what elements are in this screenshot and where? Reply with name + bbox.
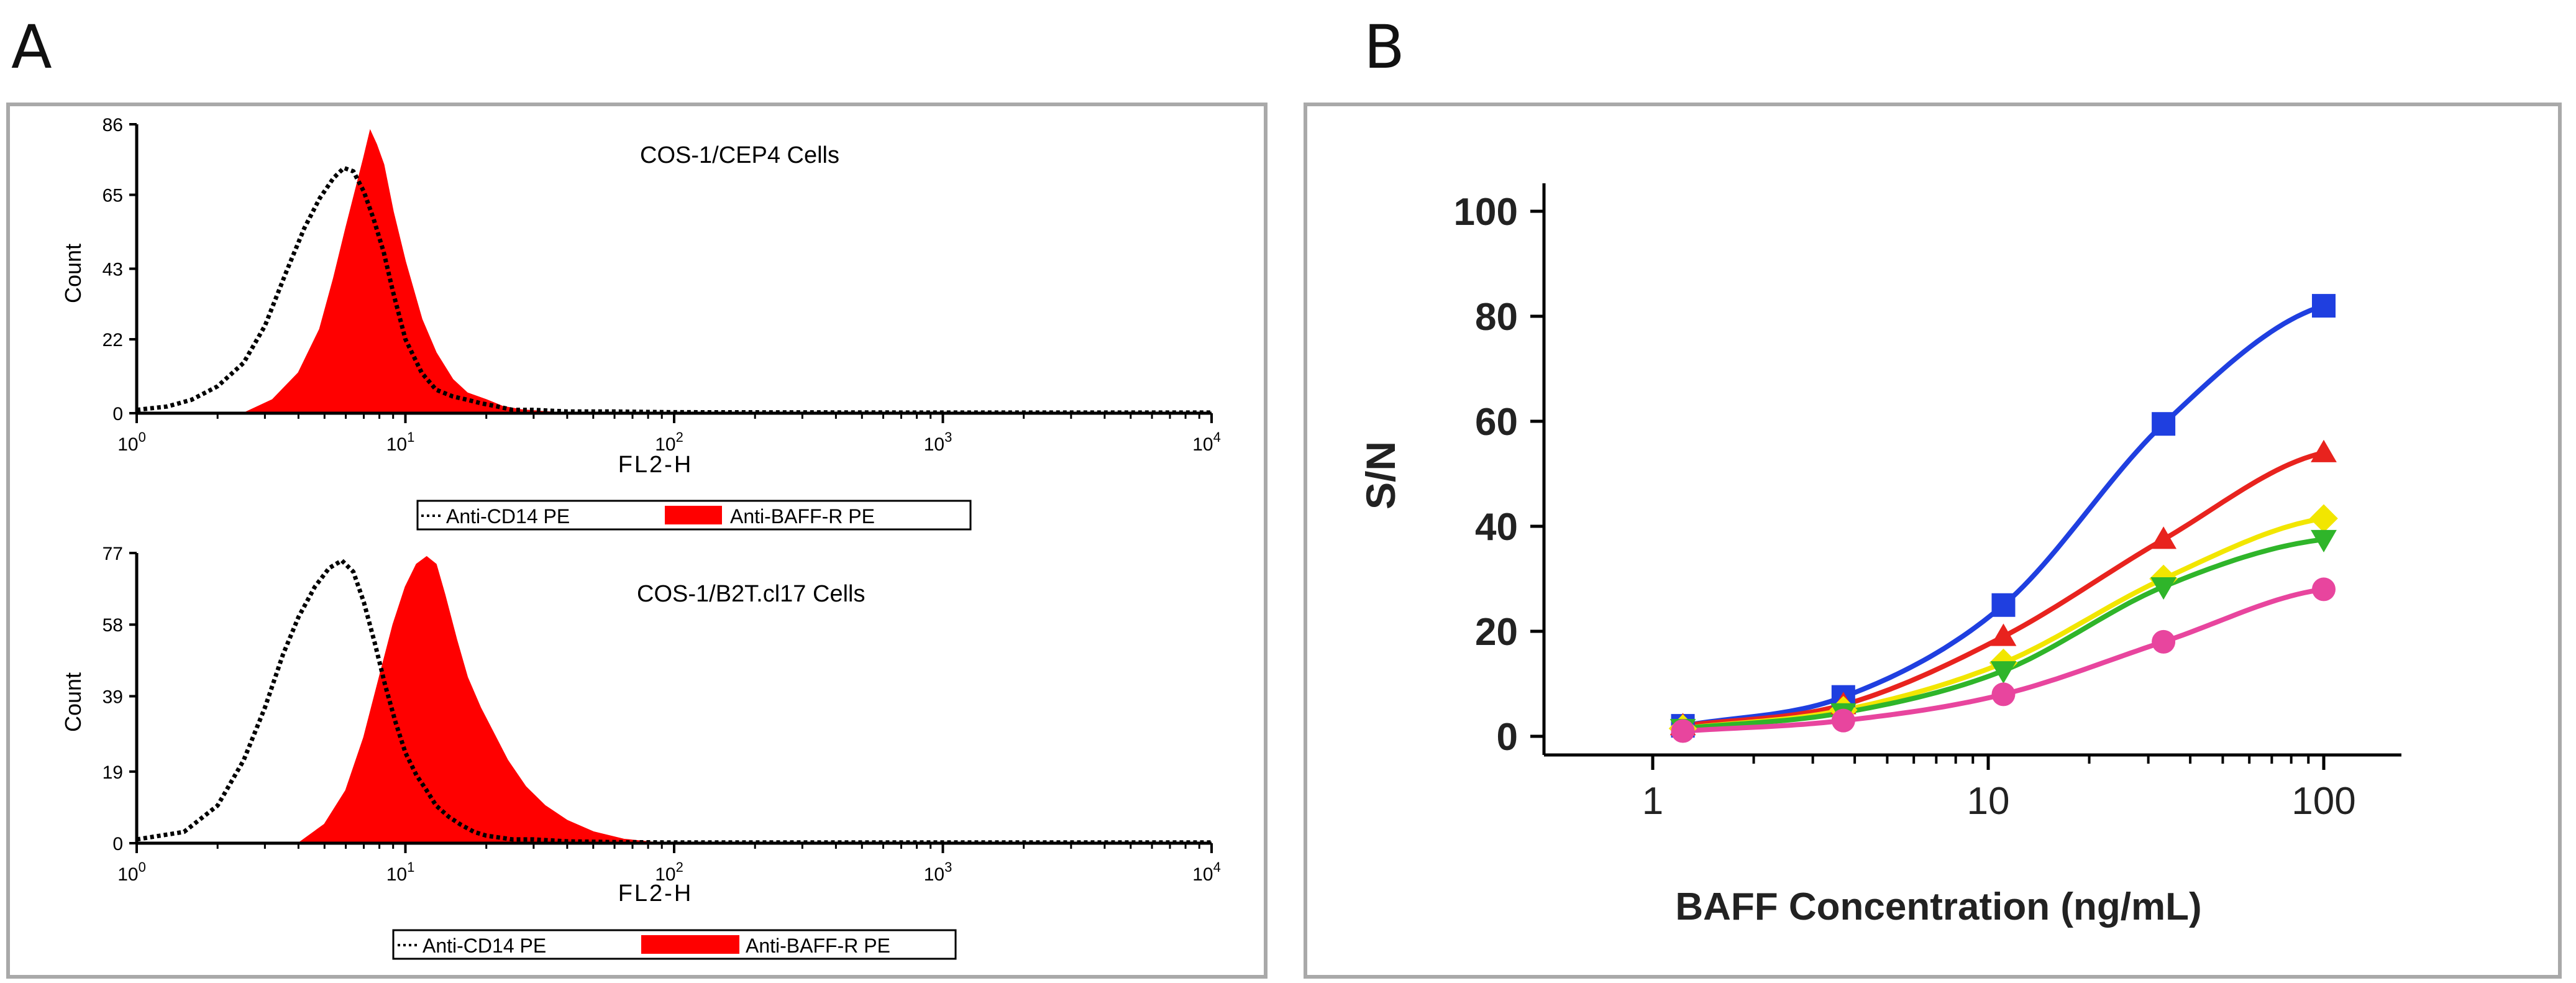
- histogram-top-xtick-label: 101: [386, 429, 415, 455]
- sn-marker-green: [2311, 529, 2337, 553]
- histogram-top-legend-baff: Anti-BAFF-R PE: [730, 505, 875, 528]
- histogram-top-xtick-label: 100: [117, 429, 146, 455]
- sn-chart-ytick-label: 0: [1497, 716, 1518, 759]
- sn-chart-ytick-label: 80: [1475, 296, 1518, 339]
- sn-chart-ylabel: S/N: [1358, 441, 1404, 510]
- histogram-bottom-title: COS-1/B2T.cl17 Cells: [637, 581, 865, 607]
- sn-marker-red: [1990, 623, 2017, 646]
- histogram-top-legend-cd14: Anti-CD14 PE: [446, 505, 570, 528]
- histogram-bottom-series: [136, 556, 1212, 845]
- sn-marker-red: [2150, 526, 2177, 549]
- panel-letter-a: A: [11, 12, 52, 82]
- panel-letter-b: B: [1364, 12, 1405, 82]
- panel-a-frame: [6, 103, 1267, 979]
- sn-chart-xtick-label: 1: [1642, 780, 1663, 823]
- histogram-bottom-cd14-outline: [136, 558, 1212, 845]
- sn-chart-xtick-label: 10: [1967, 780, 2010, 823]
- histogram-bottom-ytick-label: 58: [103, 615, 123, 636]
- sn-marker-magenta: [2312, 577, 2336, 601]
- histogram-bottom-ytick-label: 77: [103, 544, 123, 564]
- sn-marker-magenta: [1671, 719, 1695, 743]
- histogram-bottom-xtick-label: 103: [924, 859, 952, 885]
- sn-marker-red: [2311, 439, 2337, 462]
- sn-chart-markers: [1668, 294, 2338, 743]
- histogram-bottom-xtick-label: 100: [117, 859, 146, 885]
- sn-chart-xlabel: BAFF Concentration (ng/mL): [1675, 885, 2201, 928]
- histogram-top-ylabel: Count: [60, 244, 86, 303]
- sn-chart-ytick-label: 60: [1475, 401, 1518, 444]
- histogram-top-series: [136, 129, 1212, 415]
- histogram-bottom-ytick-label: 19: [103, 762, 123, 783]
- histogram-top-ytick-label: 0: [112, 404, 123, 424]
- histogram-top: 0 22 43 65 86 100 101 102 103 104 COS-1/CEP4 Cel…: [60, 115, 1221, 531]
- histogram-bottom-baff-r-fill: [296, 556, 662, 844]
- histogram-top-xtick-label: 103: [924, 429, 952, 455]
- histogram-bottom-ytick-label: 39: [103, 687, 123, 707]
- histogram-top-baff-r-fill: [243, 129, 567, 414]
- panel-b-frame: [1304, 103, 2562, 979]
- sn-marker-yellow: [2309, 504, 2338, 533]
- histogram-top-ytick-label: 65: [103, 186, 123, 206]
- histogram-top-ytick-label: 86: [103, 115, 123, 135]
- histogram-bottom-y-ticks: 0 19 39 58 77: [103, 544, 137, 854]
- sn-marker-blue: [1991, 593, 2016, 617]
- sn-chart-ytick-label: 40: [1475, 506, 1518, 549]
- histogram-bottom-legend-baff: Anti-BAFF-R PE: [746, 935, 890, 957]
- histogram-bottom-ylabel: Count: [60, 672, 86, 732]
- sn-chart-y-ticks: 0 20 40 60 80 100: [1454, 191, 1544, 759]
- histogram-bottom-xtick-label: 104: [1192, 859, 1221, 885]
- histogram-bottom-legend-cd14: Anti-CD14 PE: [422, 935, 546, 957]
- sn-marker-blue: [2312, 294, 2336, 318]
- sn-chart-ytick-label: 20: [1475, 611, 1518, 654]
- histogram-top-title: COS-1/CEP4 Cells: [640, 142, 839, 168]
- sn-marker-magenta: [1991, 682, 2016, 706]
- histogram-bottom-xtick-label: 101: [386, 859, 415, 885]
- sn-marker-green: [2150, 577, 2177, 600]
- sn-marker-blue: [2152, 412, 2176, 436]
- histogram-top-y-ticks: 0 22 43 65 86: [103, 115, 137, 424]
- histogram-top-xlabel: FL2-H: [618, 452, 693, 478]
- sn-marker-green: [1990, 661, 2017, 684]
- sn-chart-xtick-label: 100: [2291, 780, 2355, 823]
- histogram-top-cd14-outline: [136, 165, 1212, 415]
- histogram-top-x-ticks: 100 101 102 103 104: [117, 413, 1221, 455]
- sn-marker-magenta: [1831, 708, 1855, 733]
- histogram-bottom-xlabel: FL2-H: [618, 880, 693, 907]
- sn-chart-x-ticks: 1 10 100: [1642, 755, 2356, 823]
- histogram-top-ytick-label: 22: [103, 330, 123, 350]
- sn-marker-magenta: [2152, 629, 2176, 654]
- sn-chart-ytick-label: 100: [1454, 191, 1518, 234]
- histogram-top-xtick-label: 104: [1192, 429, 1221, 455]
- histogram-top-xtick-label: 102: [655, 429, 683, 455]
- histogram-top-ytick-label: 43: [103, 260, 123, 280]
- histogram-bottom-ytick-label: 0: [112, 834, 123, 854]
- histogram-bottom-legend: Anti-CD14 PE Anti-BAFF-R PE: [392, 929, 957, 960]
- histogram-top-legend: Anti-CD14 PE Anti-BAFF-R PE: [416, 500, 972, 531]
- sn-chart: 0 20 40 60 80 100 1 10 100 S/N BAFF Concentrati…: [1358, 183, 2401, 928]
- histogram-bottom-x-ticks: 100 101 102 103 104: [117, 843, 1221, 885]
